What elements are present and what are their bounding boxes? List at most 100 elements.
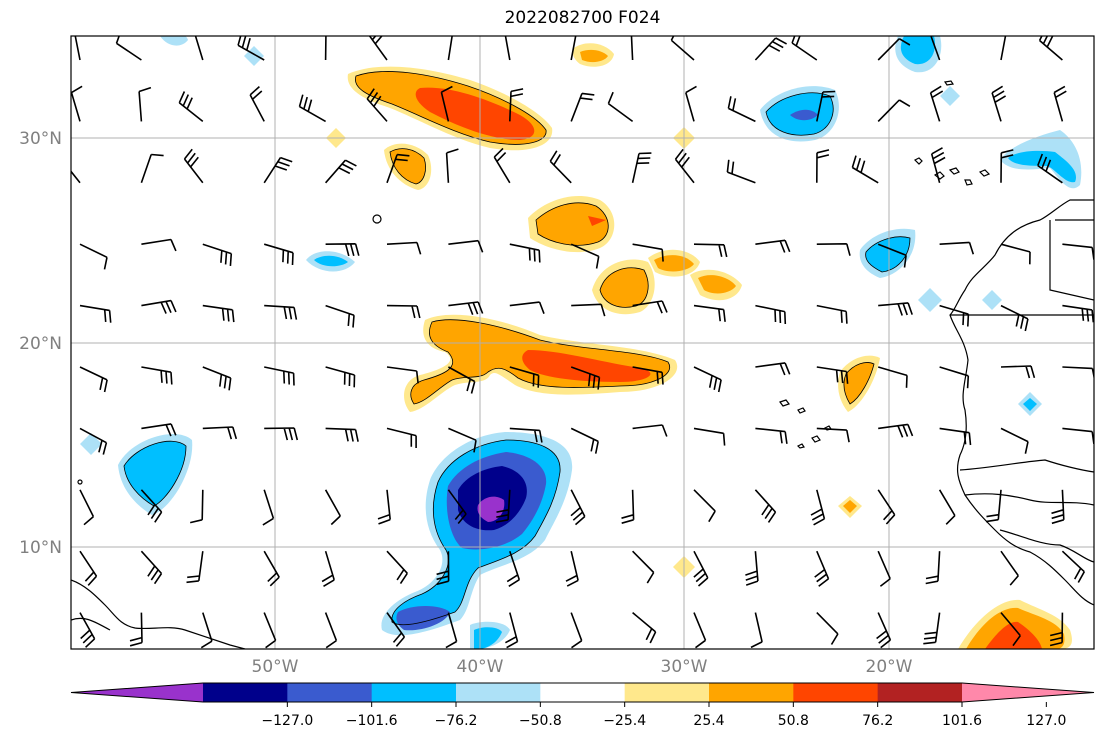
wind-barb xyxy=(377,489,391,525)
lon-label-20w: 20°W xyxy=(866,657,913,677)
colorbar xyxy=(70,682,1095,703)
wind-barb xyxy=(386,550,408,585)
wind-barb xyxy=(693,427,726,446)
wind-barb xyxy=(929,85,944,122)
border-line-4 xyxy=(959,459,1094,473)
wind-barb xyxy=(440,85,453,122)
wind-barb xyxy=(632,366,664,385)
wind-barb xyxy=(570,612,583,649)
colorbar-tick-label: 50.8 xyxy=(778,713,809,729)
wind-barb xyxy=(79,612,96,648)
wind-barb xyxy=(693,550,709,587)
colorbar-segment xyxy=(624,683,710,702)
coastlines xyxy=(71,80,1094,649)
wind-barb xyxy=(693,489,716,523)
wind-barb xyxy=(509,243,541,263)
wind-barb xyxy=(202,243,233,266)
wind-barb xyxy=(877,489,896,525)
wind-barb xyxy=(816,149,830,183)
wind-barb xyxy=(876,612,892,649)
wind-barb xyxy=(549,150,572,184)
wind-barb xyxy=(138,86,152,122)
colorbar-tick-label: 76.2 xyxy=(862,713,893,729)
wind-barb xyxy=(436,551,450,586)
wind-barb xyxy=(693,366,722,393)
colorbar-tick-label: −101.6 xyxy=(346,713,398,729)
lon-label-50w: 50°W xyxy=(252,657,299,677)
wind-barb xyxy=(1000,612,1021,647)
wind-barb xyxy=(79,489,95,526)
wind-barb xyxy=(509,88,524,122)
wind-barb xyxy=(726,159,756,184)
colorbar-segment xyxy=(371,683,457,702)
wind-barb xyxy=(141,238,177,252)
wind-barb xyxy=(386,153,410,184)
wind-barb xyxy=(816,243,851,256)
wind-barb xyxy=(386,304,421,319)
wind-barb xyxy=(445,148,459,183)
cape-verde xyxy=(779,399,832,449)
chart-title: 2022082700 F024 xyxy=(504,8,661,28)
wind-barb xyxy=(79,550,98,586)
colorbar-segment xyxy=(540,683,626,702)
wind-barb xyxy=(1051,489,1065,525)
wind-barb xyxy=(755,362,791,376)
colorbar-segment xyxy=(456,683,541,702)
wind-barb xyxy=(366,88,388,122)
wind-barb xyxy=(570,92,595,122)
wind-barb xyxy=(262,489,275,526)
wind-barb xyxy=(1000,304,1029,332)
wind-barb xyxy=(1062,304,1094,323)
wind-barb xyxy=(505,612,519,649)
wind-barb xyxy=(324,612,338,649)
wind-barb xyxy=(930,147,946,184)
wind-barb xyxy=(509,301,545,314)
wind-barb xyxy=(939,241,975,255)
wind-barb xyxy=(632,424,668,437)
wind-barb xyxy=(878,302,913,316)
wind-barb xyxy=(386,366,419,384)
border-line-6 xyxy=(999,529,1094,563)
wind-barb xyxy=(183,148,204,184)
wind-barbs xyxy=(71,36,1094,649)
wind-barb xyxy=(750,612,763,649)
wind-barb xyxy=(298,94,326,123)
wind-barb xyxy=(877,99,911,122)
border-line-2 xyxy=(1049,220,1094,301)
wind-barb xyxy=(1049,612,1064,647)
wind-barb xyxy=(495,489,511,523)
wind-barb xyxy=(200,612,213,649)
map-frame xyxy=(70,35,1095,650)
wind-barb xyxy=(693,304,726,322)
wind-barb xyxy=(571,303,606,317)
wind-barb xyxy=(74,36,81,61)
wind-barb xyxy=(877,243,907,268)
wind-barb xyxy=(754,489,777,523)
wind-barb xyxy=(202,304,235,323)
wind-barb xyxy=(368,36,388,61)
wind-barb xyxy=(448,239,484,253)
madeira xyxy=(943,80,955,86)
wind-barb xyxy=(79,366,108,393)
wind-barb xyxy=(325,243,360,257)
wind-barb xyxy=(79,243,108,270)
wind-barb xyxy=(570,489,586,526)
wind-barb xyxy=(445,612,458,649)
wind-barb xyxy=(324,36,327,61)
wind-barb xyxy=(1037,153,1063,184)
wind-barb xyxy=(755,427,788,444)
wind-barb xyxy=(324,489,341,526)
wind-barb xyxy=(386,241,422,255)
anomaly-fields xyxy=(80,36,1082,649)
wind-barb xyxy=(632,611,657,644)
wind-barb xyxy=(141,423,177,437)
colorbar-segment xyxy=(287,683,373,702)
wind-barb xyxy=(447,489,467,525)
wind-barb xyxy=(816,366,849,384)
wind-barb xyxy=(570,366,601,390)
wind-barb xyxy=(141,299,177,314)
wind-barb xyxy=(939,366,970,389)
wind-barb xyxy=(816,90,836,122)
wind-barb xyxy=(877,38,911,61)
